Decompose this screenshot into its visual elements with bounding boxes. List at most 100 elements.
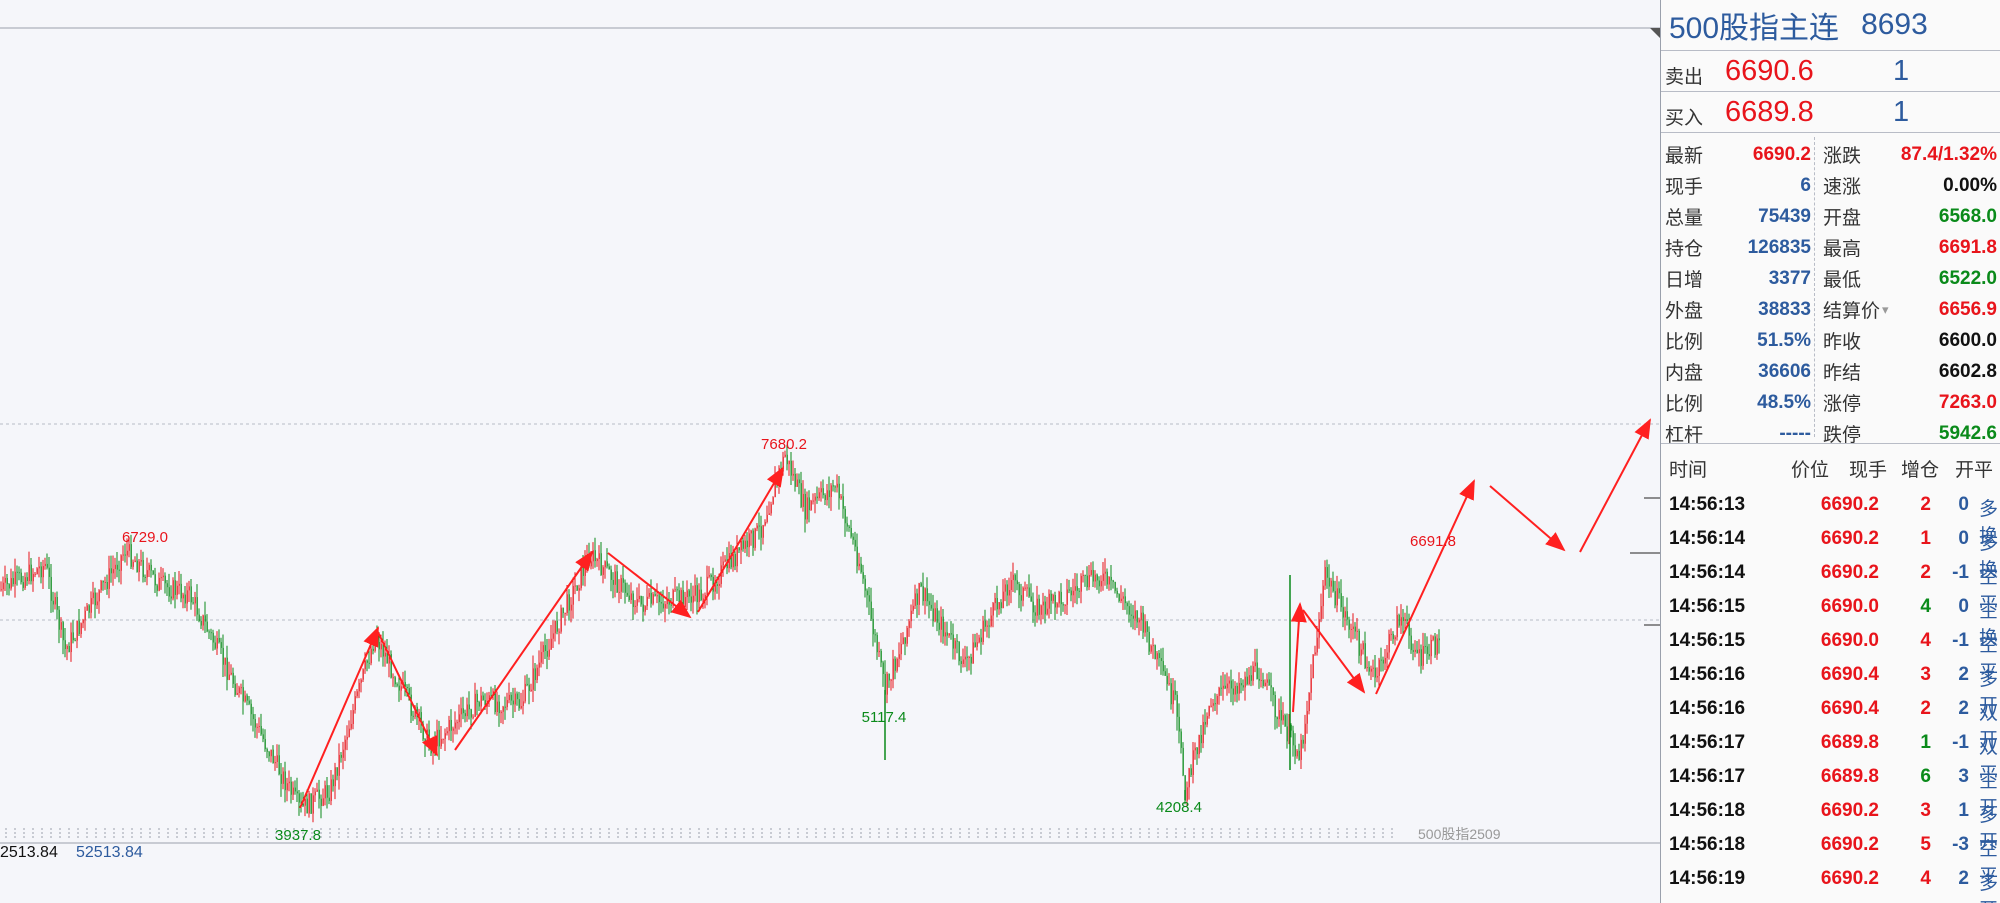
- stat-value: 6691.8: [1938, 236, 1997, 258]
- candle-body: [784, 454, 786, 457]
- candle-body: [476, 693, 478, 703]
- candle-body: [1060, 591, 1062, 605]
- candle-body: [902, 637, 904, 645]
- candle-body: [986, 625, 988, 627]
- candle-body: [524, 683, 526, 702]
- candle-body: [58, 609, 60, 630]
- candle-body: [1056, 603, 1058, 608]
- trade-time: 14:56:16: [1669, 664, 1746, 685]
- candle-body: [860, 563, 862, 573]
- header-price: 价位: [1791, 459, 1830, 481]
- stat-right-6: 昨收 6600.0: [1823, 325, 1997, 356]
- candle-body: [1374, 667, 1376, 678]
- candle-body: [606, 561, 608, 567]
- candle-body: [910, 610, 912, 622]
- trade-ticks[interactable]: 时间 价位 现手 增仓 开平 14:56:13 6690.2 2 0 多换 14:56:1…: [1661, 448, 2000, 903]
- candle-body: [1008, 590, 1010, 596]
- candle-body: [976, 642, 978, 647]
- candle-body: [238, 687, 240, 693]
- candle-body: [548, 649, 550, 657]
- trade-time: 14:56:17: [1669, 766, 1746, 787]
- candle-body: [270, 749, 272, 757]
- candle-body: [576, 585, 578, 591]
- stat-value: 3377: [1768, 267, 1811, 289]
- candle-body: [356, 691, 358, 697]
- candle-body: [1288, 724, 1290, 742]
- candle-body: [1232, 688, 1234, 695]
- candle-body: [1052, 594, 1054, 601]
- candle-body: [1328, 577, 1330, 587]
- candle-body: [454, 722, 456, 729]
- candlestick-chart[interactable]: 6729.0 7680.2 6691.8 3937.8 5117.4 4208.4 500股…: [0, 0, 1660, 903]
- candle-body: [1274, 694, 1276, 718]
- stat-label: 现手: [1665, 177, 1704, 198]
- candle-body: [68, 645, 70, 653]
- chart-canvas[interactable]: 6729.0 7680.2 6691.8 3937.8 5117.4 4208.4 500股…: [0, 0, 1660, 903]
- candle-body: [952, 634, 954, 649]
- trend-arrow: [1489, 485, 1566, 552]
- trade-price: 6690.2: [1820, 834, 1879, 855]
- trade-qty: 2: [1920, 562, 1931, 583]
- candle-body: [442, 738, 444, 740]
- sell-quote-row[interactable]: 卖出 6690.6 1: [1661, 51, 2000, 92]
- candle-body: [322, 798, 324, 806]
- candle-body: [1134, 610, 1136, 619]
- stat-value: 6656.9: [1938, 298, 1997, 320]
- candle-body: [790, 460, 792, 476]
- trade-type: 双开: [1979, 703, 1999, 751]
- trade-price: 6690.2: [1820, 868, 1879, 889]
- candle-body: [1020, 595, 1022, 601]
- candle-body: [1436, 638, 1438, 655]
- candle-body: [110, 568, 112, 574]
- candle-body: [496, 701, 498, 713]
- trade-time: 14:56:17: [1669, 732, 1746, 753]
- candle-body: [1252, 666, 1254, 681]
- candle-body: [670, 604, 672, 606]
- candle-body: [1150, 645, 1152, 652]
- candle-body: [1314, 652, 1316, 655]
- candle-body: [1242, 685, 1244, 688]
- candle-body: [330, 779, 332, 801]
- chevron-down-icon[interactable]: ▾: [1882, 301, 1889, 317]
- candle-body: [228, 674, 230, 680]
- stat-right-2: 开盘 6568.0: [1823, 201, 1997, 232]
- candle-body: [156, 585, 158, 591]
- candle-body: [240, 687, 242, 689]
- buy-price: 6689.8: [1725, 95, 1814, 128]
- candle-body: [896, 658, 898, 671]
- trade-row: 14:56:17 6689.8 6 3 空开: [1661, 760, 2000, 819]
- candle-body: [218, 638, 220, 643]
- candle-body: [1388, 634, 1390, 653]
- candle-body: [526, 683, 528, 685]
- candle-body: [574, 585, 576, 587]
- candle-body: [248, 700, 250, 704]
- candle-body: [1032, 601, 1034, 613]
- candle-body: [314, 791, 316, 796]
- candle-body: [362, 669, 364, 680]
- candle-body: [1144, 621, 1146, 633]
- quote-panel: 500股指主连 8693 卖出 6690.6 1 买入 6689.8 1 最新 6…: [1660, 0, 2000, 903]
- instrument-header[interactable]: 500股指主连 8693: [1661, 0, 2000, 51]
- candle-body: [560, 607, 562, 632]
- candle-body: [434, 742, 436, 747]
- stat-left-6: 比例 51.5%: [1665, 325, 1811, 356]
- stat-label: 最低: [1823, 270, 1862, 291]
- candle-body: [0, 589, 2, 591]
- candle-body: [470, 709, 472, 718]
- candle-body: [730, 553, 732, 568]
- trend-arrow: [1302, 609, 1366, 694]
- candle-body: [1382, 659, 1384, 664]
- candle-body: [214, 642, 216, 649]
- candle-body: [924, 588, 926, 602]
- trade-type: 空平: [1979, 567, 1999, 615]
- buy-quote-row[interactable]: 买入 6689.8 1: [1661, 92, 2000, 133]
- candle-body: [168, 587, 170, 597]
- candle-body: [1438, 638, 1440, 641]
- stat-label: 跌停: [1823, 425, 1862, 446]
- candle-body: [344, 739, 346, 750]
- stat-right-7: 昨结 6602.8: [1823, 356, 1997, 387]
- low-price-label: 3937.8: [275, 827, 321, 844]
- candle-body: [922, 586, 924, 602]
- stat-value: 75439: [1758, 205, 1811, 227]
- candle-body: [812, 500, 814, 502]
